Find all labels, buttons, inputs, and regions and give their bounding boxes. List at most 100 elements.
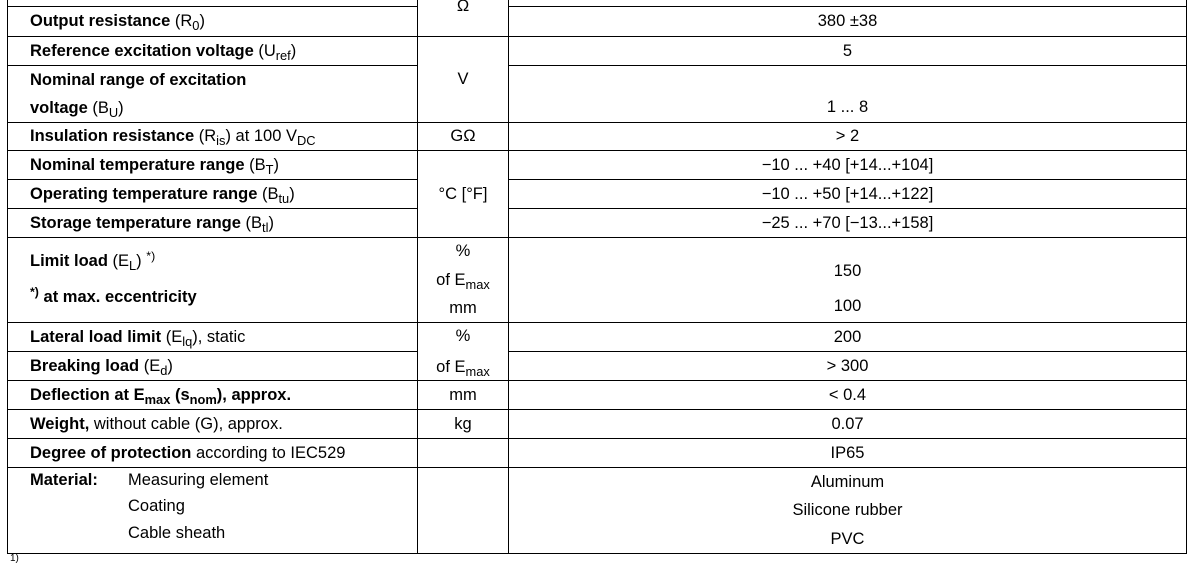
label-text: according to IEC529 <box>191 443 346 462</box>
unit-cell: mm <box>417 380 509 411</box>
label-text: Insulation resistance <box>30 127 195 146</box>
table-row: Operating temperature range (Btu) −10 ...… <box>7 179 1187 210</box>
parameter-cell: Lateral load limit (Elq), static <box>7 322 418 353</box>
subscript: tu <box>278 190 290 206</box>
label-text: Nominal temperature range <box>30 155 245 174</box>
value-text: −25 ... +70 [−13...+158] <box>761 213 934 232</box>
unit-cell: % of Emax mm <box>417 237 509 324</box>
unit-cell <box>417 438 509 469</box>
unit-text: of E <box>436 270 466 289</box>
value-text: 5 <box>842 41 853 60</box>
unit-text: GΩ <box>450 127 476 146</box>
label-text: without cable (G), approx. <box>89 414 283 433</box>
value-cell: Aluminum Silicone rubber PVC <box>508 467 1187 555</box>
table-row: Material: Measuring element Coating Cable s… <box>7 467 1187 555</box>
value-cell: 150 100 <box>508 237 1187 324</box>
label-text: Storage temperature range <box>30 213 241 232</box>
value-text: > 300 <box>826 356 869 375</box>
value-cell: > 2 <box>508 122 1187 152</box>
table-row: Breaking load (Ed) > 300 <box>7 351 1187 382</box>
table-row: Lateral load limit (Elq), static% of Emax… <box>7 322 1187 382</box>
table-row: Deflection at Emax (snom), approx. mm < 0.… <box>7 380 1187 411</box>
value-cell: 5 <box>508 36 1187 66</box>
value-text: 1 ... 8 <box>826 98 869 117</box>
parameter-cell: Nominal range of excitation voltage (BU) <box>7 64 418 124</box>
subscript: ref <box>275 47 291 63</box>
material-item: Cable sheath <box>128 523 226 542</box>
unit-text: V <box>457 70 469 89</box>
material-block: Material: Measuring element Coating Cable s… <box>30 471 417 551</box>
parameter-cell: Insulation resistance (Ris) at 100 VDC <box>7 122 418 152</box>
table-row: Output resistance (R0) 380 ±38 <box>7 6 1187 37</box>
unit-line: of Emax <box>418 357 508 378</box>
label-text: Degree of protection <box>30 443 192 462</box>
label-text: voltage <box>30 99 88 118</box>
unit-line: % <box>418 327 508 346</box>
label-text: ), static <box>192 327 246 346</box>
unit-line: % <box>418 242 508 261</box>
footnote-mark: *) <box>30 284 39 299</box>
table-row: Nominal range of excitation voltage (BU) 1… <box>7 64 1187 124</box>
label-text: (E <box>161 327 183 346</box>
value-text: IP65 <box>830 443 865 462</box>
value-cell: 200 <box>508 322 1187 353</box>
material-item: Measuring element <box>128 470 269 489</box>
table-row: Nominal temperature range (BT) °C [°F] −10… <box>7 150 1187 239</box>
parameter-cell: Material: Measuring element Coating Cable s… <box>7 467 418 555</box>
value-text: 0.07 <box>831 414 864 433</box>
value-text: 200 <box>833 327 862 346</box>
label-text: ) <box>290 41 297 60</box>
unit-text: of E <box>436 357 466 376</box>
table-row: Storage temperature range (Btl) −25 ... +… <box>7 208 1187 239</box>
subscript: L <box>129 257 137 273</box>
specifications-table-container: Ω Output resistance (R0) 380 ±38 Reference … <box>7 0 1187 555</box>
value-text: < 0.4 <box>828 385 867 404</box>
footnote-marker: 1) <box>10 553 19 564</box>
subscript: 0 <box>192 17 200 33</box>
value-cell: 380 ±38 <box>508 6 1187 37</box>
unit-cell: % of Emax <box>417 322 509 382</box>
value-text: > 2 <box>835 127 860 146</box>
label-text: (B <box>87 99 109 118</box>
parameter-cell: Output resistance (R0) <box>7 6 418 37</box>
unit-text: mm <box>449 299 477 318</box>
subscript: nom <box>189 391 217 407</box>
label-text: Output resistance <box>30 12 171 31</box>
parameter-cell: Limit load (EL) *) *) at max. eccentricit… <box>7 237 418 324</box>
value-line: PVC <box>830 529 865 548</box>
unit-cell: kg <box>417 409 509 440</box>
unit-stack: % of Emax mm <box>418 242 508 318</box>
label-text: (E <box>139 356 161 375</box>
unit-text: Ω <box>456 0 470 16</box>
subscript: U <box>108 104 119 120</box>
unit-cell <box>417 467 509 555</box>
subscript: tl <box>262 219 269 235</box>
value-text: −10 ... +40 [+14...+104] <box>761 155 934 174</box>
label-text: ) <box>167 356 173 375</box>
subscript: DC <box>296 132 316 148</box>
label-text: ) at 100 V <box>225 127 297 146</box>
value-cell: −10 ... +50 [+14...+122] <box>508 179 1187 210</box>
subscript: d <box>160 362 168 378</box>
value-text: 380 ±38 <box>817 12 878 31</box>
footnote-spacer <box>30 272 417 288</box>
label-text: Limit load <box>30 252 108 271</box>
parameter-cell: Nominal temperature range (BT) <box>7 150 418 181</box>
value-cell: IP65 <box>508 438 1187 469</box>
unit-text: mm <box>449 385 477 404</box>
label-text: ) <box>136 252 147 271</box>
value-line: Silicone rubber <box>792 501 903 520</box>
parameter-cell: Deflection at Emax (snom), approx. <box>7 380 418 411</box>
label-text: (E <box>107 252 130 271</box>
unit-cell: GΩ <box>417 122 509 152</box>
value-cell: < 0.4 <box>508 380 1187 411</box>
value-line: Aluminum <box>810 472 885 491</box>
subscript: max <box>144 391 171 407</box>
label-text: ) <box>273 155 280 174</box>
label-text: Operating temperature range <box>30 184 258 203</box>
subscript: is <box>216 132 226 148</box>
value-cell: > 300 <box>508 351 1187 382</box>
label-text: Reference excitation voltage <box>30 41 254 60</box>
label-text: (R <box>194 127 217 146</box>
label-text: Nominal range of excitation <box>30 71 247 89</box>
